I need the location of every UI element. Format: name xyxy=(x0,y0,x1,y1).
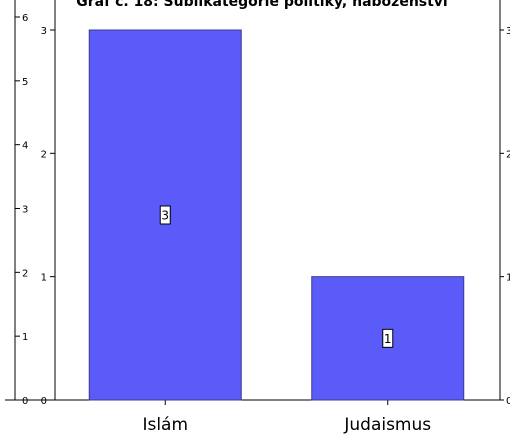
outer-left-tick-label: 2 xyxy=(22,268,28,279)
y-tick-labels: 0 1 2 3 4 5 6 0 1 2 3 0 1 2 3 xyxy=(22,13,510,407)
outer-left-tick-label: 0 xyxy=(22,396,28,407)
x-tick-label: Judaismus xyxy=(343,415,431,435)
y-tick-label: 3 xyxy=(41,26,47,37)
outer-left-tick-label: 4 xyxy=(22,141,28,152)
chart-title: Graf č. 18: Sublikategorie politiky, náb… xyxy=(76,0,449,10)
axes xyxy=(5,0,504,405)
outer-left-tick-label: 5 xyxy=(22,77,28,88)
outer-left-tick-label: 3 xyxy=(22,205,28,216)
y-tick-label: 0 xyxy=(41,396,47,407)
bars xyxy=(88,29,465,401)
data-label: 3 xyxy=(161,209,169,223)
data-label-box xyxy=(159,205,171,225)
x-tick-label: Islám xyxy=(142,415,188,435)
right-tick-label: 0 xyxy=(506,396,510,407)
right-tick-label: 3 xyxy=(506,26,510,37)
outer-left-tick-label: 1 xyxy=(22,332,28,343)
right-tick-label: 1 xyxy=(506,273,510,284)
y-tick-label: 1 xyxy=(41,273,47,284)
outer-left-tick-label: 6 xyxy=(22,13,28,24)
y-tick-label: 2 xyxy=(41,149,47,160)
x-tick-labels: Islám Judaismus xyxy=(142,415,431,435)
data-label: 1 xyxy=(384,332,392,346)
right-tick-label: 2 xyxy=(506,149,510,160)
data-labels: 31 xyxy=(159,205,394,348)
data-label-box xyxy=(382,328,394,348)
